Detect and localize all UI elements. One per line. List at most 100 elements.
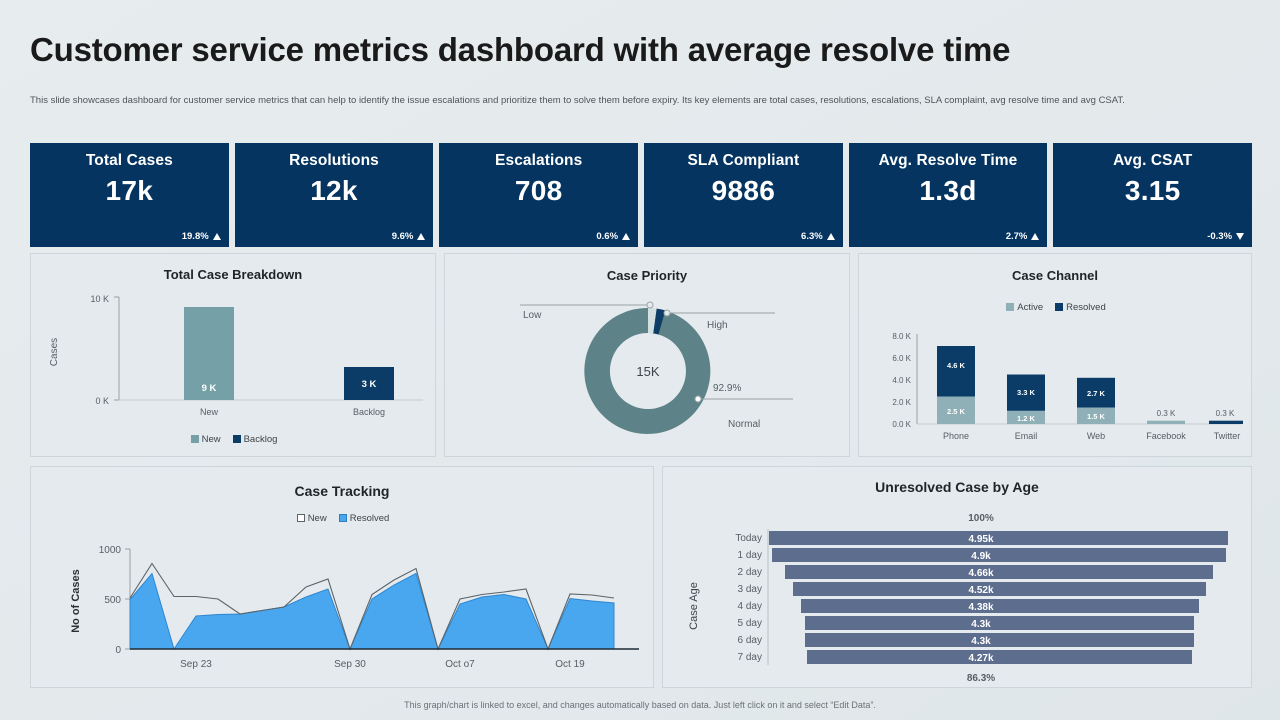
x-tick-oct19: Oct 19 <box>555 659 585 670</box>
legend-item-new[interactable]: New <box>190 434 221 445</box>
x-tick-oct07: Oct o7 <box>445 659 475 670</box>
kpi-label: SLA Compliant <box>687 152 800 169</box>
y-tick-0: 0 <box>115 645 121 656</box>
trend-up-icon <box>826 233 835 240</box>
kpi-value: 17k <box>105 175 154 206</box>
kpi-card-resolutions[interactable]: Resolutions 12k 9.6% <box>234 143 434 247</box>
chart-title-case-tracking: Case Tracking <box>294 483 390 499</box>
kpi-delta-text: 2.7% <box>1005 231 1028 242</box>
bar-value-web-resolved: 2.7 K <box>1087 389 1106 398</box>
y-tick-5day: 5 day <box>738 618 762 629</box>
kpi-value: 3.15 <box>1124 175 1181 206</box>
kpi-label: Avg. Resolve Time <box>878 152 1018 169</box>
bar-email-resolved <box>1007 374 1045 411</box>
y-tick-500: 500 <box>104 595 121 606</box>
kpi-label: Total Cases <box>85 152 173 169</box>
bar-phone-active <box>937 396 975 424</box>
bar-web-active <box>1077 407 1115 424</box>
donut-label-low: Low <box>523 310 542 321</box>
kpi-delta-text: -0.3% <box>1207 231 1233 242</box>
page-subtitle: This slide showcases dashboard for custo… <box>30 95 1125 106</box>
legend-item-backlog[interactable]: Backlog <box>232 434 278 445</box>
kpi-card-sla-compliant[interactable]: SLA Compliant 9886 6.3% <box>644 143 843 247</box>
chart-panel-case-tracking[interactable]: Case Tracking New Resolved 1000 500 0 No… <box>30 466 654 688</box>
trend-down-icon <box>1236 233 1245 240</box>
kpi-delta-text: 6.3% <box>801 231 823 242</box>
chart-panel-case-priority[interactable]: Case Priority 15K 2.2% Low 2.2% High <box>444 253 850 457</box>
bar-age-2day <box>785 565 1213 579</box>
donut-rings <box>584 307 711 434</box>
chart-panel-total-case-breakdown[interactable]: Total Case Breakdown 10 K 0 K Cases 9 K … <box>30 253 436 457</box>
chart-svg-total-case-breakdown: 10 K 0 K Cases 9 K 3 K New Backlog <box>49 294 423 417</box>
kpi-delta: 2.7% <box>1006 231 1040 242</box>
chart-svg-case-tracking: 1000 500 0 No of Cases Sep 23 Sep 30 Oct… <box>70 545 639 670</box>
x-tick-backlog: Backlog <box>353 407 385 417</box>
y-tick-today: Today <box>735 533 762 544</box>
kpi-value: 12k <box>310 175 358 206</box>
chart-panel-unresolved-case-by-age[interactable]: Unresolved Case by Age 100% Case Age Tod… <box>662 466 1252 688</box>
donut-slice-low <box>648 308 657 334</box>
axis-top-label: 100% <box>968 513 994 524</box>
y-tick-7day: 7 day <box>738 652 762 663</box>
callout-marker-low <box>646 301 654 309</box>
legend-item-new[interactable]: New <box>296 513 327 524</box>
kpi-label: Escalations <box>495 152 583 169</box>
kpi-delta: -0.3% <box>1207 231 1245 242</box>
area-resolved <box>129 572 615 651</box>
y-tick-3day: 3 day <box>738 584 762 595</box>
y-tick-4k: 4.0 K <box>892 376 911 385</box>
bar-value-today: 4.95k <box>968 534 993 545</box>
x-tick-sep30: Sep 30 <box>334 659 366 670</box>
y-tick-4day: 4 day <box>738 601 762 612</box>
y-axis-label: Cases <box>49 338 60 366</box>
chart-svg-unresolved-case-by-age: 100% Case Age Today 1 day 2 day 3 day 4 … <box>688 513 1228 684</box>
bar-value-web-active: 1.5 K <box>1087 412 1106 421</box>
legend-item-resolved[interactable]: Resolved <box>338 513 389 524</box>
trend-up-icon <box>1031 233 1040 240</box>
bar-value-facebook: 0.3 K <box>1157 409 1176 418</box>
kpi-label: Resolutions <box>289 152 379 169</box>
x-tick-new: New <box>200 407 219 417</box>
kpi-value: 9886 <box>711 175 776 206</box>
kpi-delta: 6.3% <box>801 231 835 242</box>
chart-legend-total-case-breakdown: New Backlog <box>31 434 437 445</box>
kpi-card-avg-resolve-time[interactable]: Avg. Resolve Time 1.3d 2.7% <box>848 143 1048 247</box>
bar-age-7day <box>807 650 1192 664</box>
bar-value-5day: 4.3k <box>971 619 991 630</box>
y-axis-label-tracking: No of Cases <box>70 569 82 633</box>
bar-age-4day <box>801 599 1199 613</box>
kpi-delta-text: 0.6% <box>596 231 619 242</box>
legend-label-backlog: Backlog <box>243 434 278 445</box>
kpi-card-escalations[interactable]: Escalations 708 0.6% <box>439 143 639 247</box>
y-tick-top: 10 K <box>90 294 109 304</box>
line-new <box>129 562 615 651</box>
x-tick-web: Web <box>1087 431 1105 441</box>
bar-value-2day: 4.66k <box>968 568 993 579</box>
y-tick-bottom: 0 K <box>95 396 109 406</box>
y-axis-label-age: Case Age <box>688 582 700 630</box>
kpi-card-total-cases[interactable]: Total Cases 17k 19.8% <box>30 143 229 247</box>
bar-value-phone-active: 2.5 K <box>947 407 966 416</box>
bar-value-twitter: 0.3 K <box>1216 409 1235 418</box>
chart-title-case-priority: Case Priority <box>606 268 688 283</box>
chart-panel-case-channel[interactable]: Case Channel Active Resolved 8.0 K 6.0 K… <box>858 253 1252 457</box>
chart-svg-case-channel: 8.0 K 6.0 K 4.0 K 2.0 K 0.0 K 2.5 K 4.6 … <box>892 332 1243 441</box>
bar-email-active <box>1007 410 1045 424</box>
trend-up-icon <box>622 233 631 240</box>
footer-note: This graph/chart is linked to excel, and… <box>404 700 876 710</box>
y-tick-2k: 2.0 K <box>892 398 911 407</box>
legend-item-resolved[interactable]: Resolved <box>1055 302 1106 313</box>
legend-item-active[interactable]: Active <box>1006 302 1043 313</box>
bar-value-1day: 4.9k <box>971 551 991 562</box>
bar-value-email-resolved: 3.3 K <box>1017 388 1036 397</box>
legend-label-resolved: Resolved <box>1066 302 1106 313</box>
bar-facebook-active <box>1147 420 1185 424</box>
kpi-card-avg-csat[interactable]: Avg. CSAT 3.15 -0.3% <box>1053 143 1253 247</box>
y-tick-1day: 1 day <box>738 550 762 561</box>
chart-title-case-channel: Case Channel <box>1012 268 1098 283</box>
bar-value-4day: 4.38k <box>968 602 993 613</box>
bar-value-email-active: 1.2 K <box>1017 414 1036 423</box>
page-title: Customer service metrics dashboard with … <box>30 31 1011 68</box>
bar-twitter-active <box>1209 420 1243 424</box>
axis-bottom-label: 86.3% <box>967 673 995 684</box>
